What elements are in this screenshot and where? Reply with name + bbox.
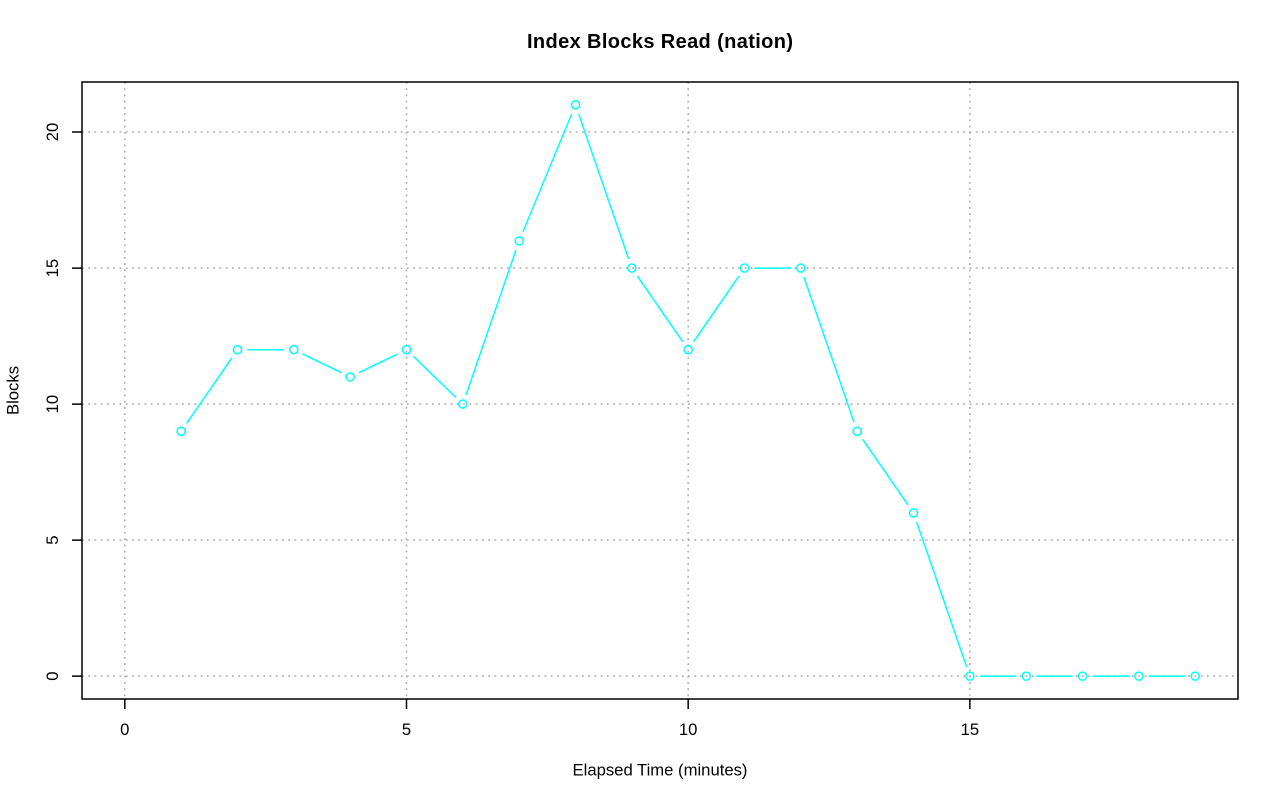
svg-text:Blocks: Blocks bbox=[4, 366, 23, 415]
svg-text:10: 10 bbox=[43, 395, 62, 414]
svg-text:0: 0 bbox=[43, 672, 62, 681]
svg-text:15: 15 bbox=[961, 720, 980, 739]
svg-text:20: 20 bbox=[43, 123, 62, 142]
svg-text:5: 5 bbox=[402, 720, 411, 739]
svg-text:10: 10 bbox=[679, 720, 698, 739]
svg-text:Index Blocks Read (nation): Index Blocks Read (nation) bbox=[527, 31, 793, 53]
svg-text:15: 15 bbox=[43, 259, 62, 278]
svg-text:Elapsed Time (minutes): Elapsed Time (minutes) bbox=[573, 761, 748, 780]
svg-text:5: 5 bbox=[43, 535, 62, 544]
svg-text:0: 0 bbox=[120, 720, 129, 739]
